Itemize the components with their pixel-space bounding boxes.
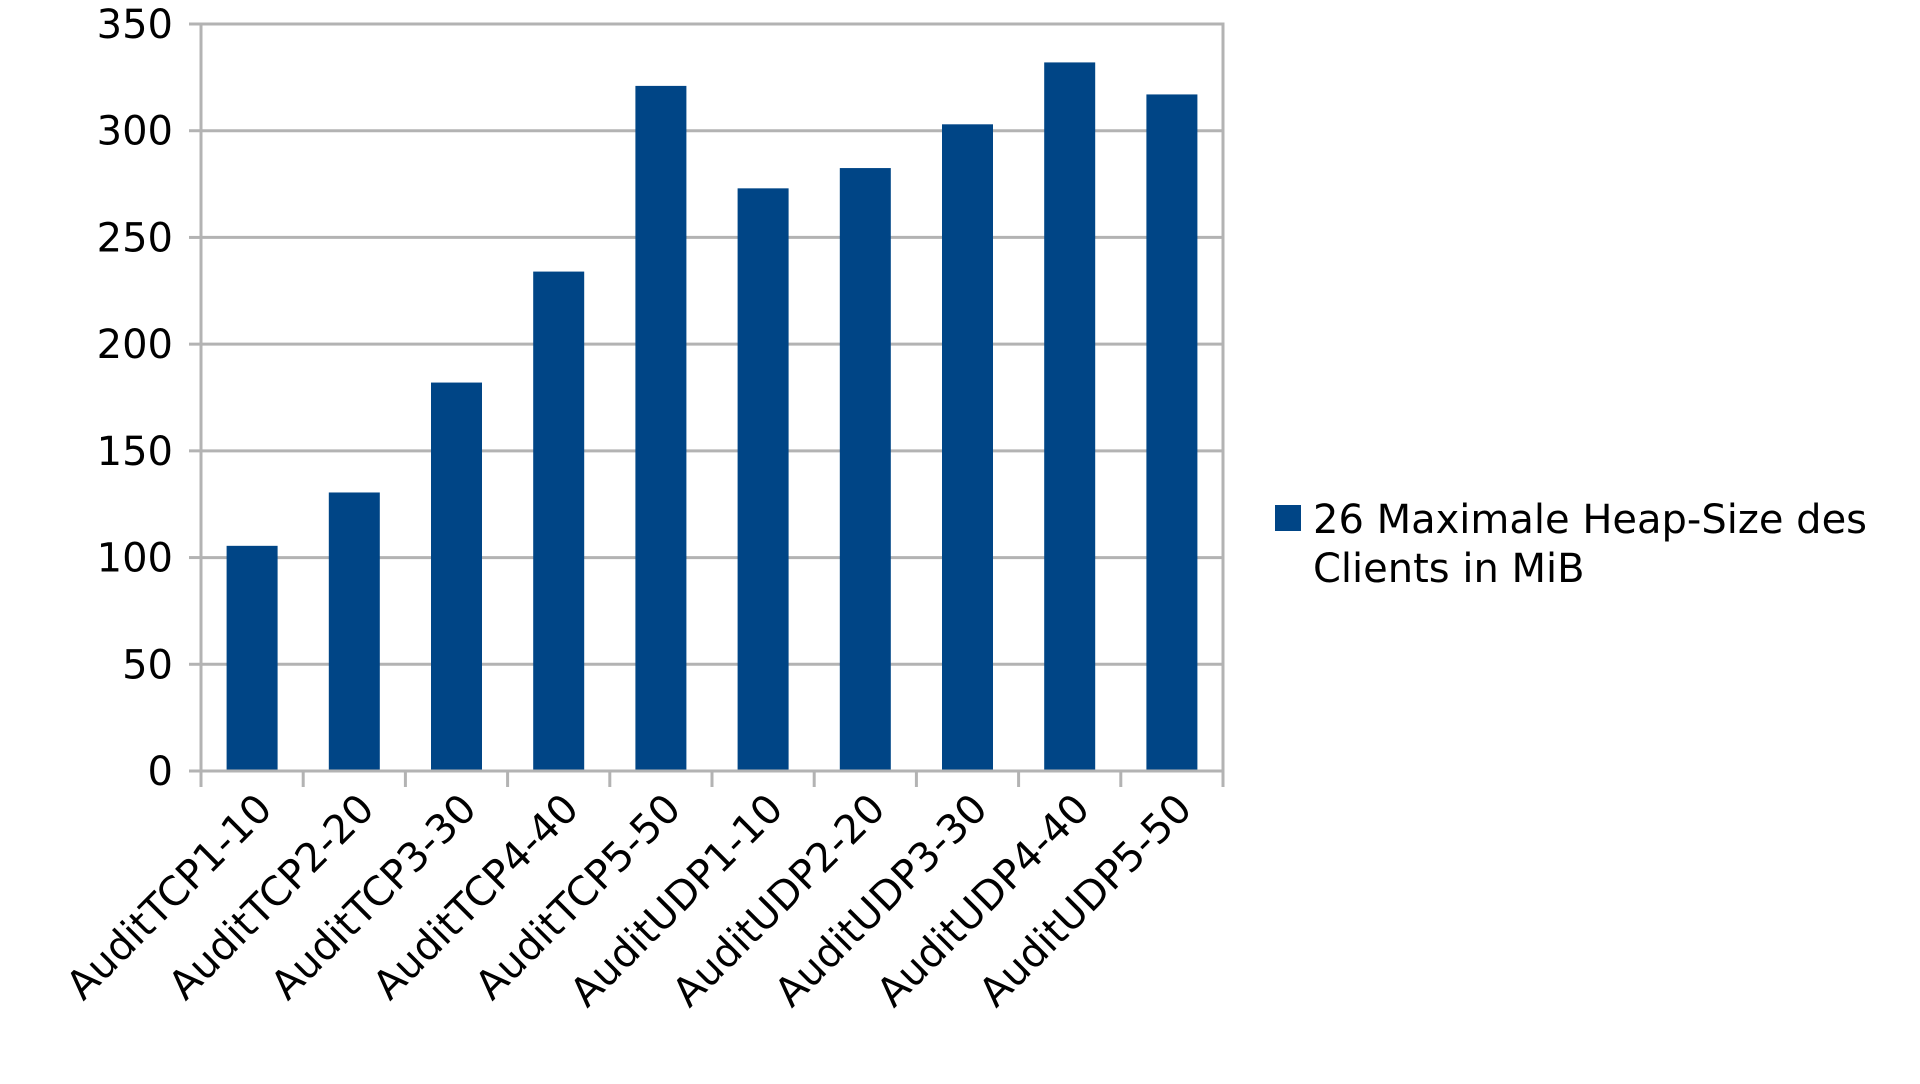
bar-audittcp2-20 xyxy=(328,492,380,771)
legend-label-line-2: Clients in MiB xyxy=(1313,546,1585,592)
bar-auditudp2-20 xyxy=(839,168,891,772)
y-tick-label: 100 xyxy=(97,536,173,582)
y-tick-label: 350 xyxy=(97,2,173,48)
legend: 26 Maximale Heap-Size des Clients in MiB xyxy=(1275,497,1867,592)
y-tick-labels: 0 50 100 150 200 250 300 350 xyxy=(97,2,173,795)
bar-auditudp4-40 xyxy=(1044,62,1096,772)
bar-auditudp3-30 xyxy=(942,124,993,772)
y-tick-label: 0 xyxy=(148,749,173,795)
bar-audittcp1-10 xyxy=(226,545,278,771)
bar-audittcp5-50 xyxy=(635,85,687,771)
legend-swatch xyxy=(1275,505,1301,531)
bar-audittcp4-40 xyxy=(533,271,585,771)
y-tick-label: 250 xyxy=(97,215,173,261)
y-tick-label: 200 xyxy=(97,322,173,368)
y-tick-label: 150 xyxy=(97,429,173,475)
bar-layer xyxy=(226,62,1198,772)
bar-auditudp1-10 xyxy=(737,188,789,772)
bar-auditudp5-50 xyxy=(1146,94,1198,772)
legend-label-line-1: 26 Maximale Heap-Size des xyxy=(1313,497,1867,543)
axis-layer xyxy=(189,22,1225,787)
y-tick-label: 300 xyxy=(97,109,173,155)
x-tick-labels: AuditTCP1-10AuditTCP2-20AuditTCP3-30Audi… xyxy=(58,786,1201,1016)
bar-audittcp3-30 xyxy=(431,382,482,771)
y-tick-label: 50 xyxy=(122,642,173,688)
